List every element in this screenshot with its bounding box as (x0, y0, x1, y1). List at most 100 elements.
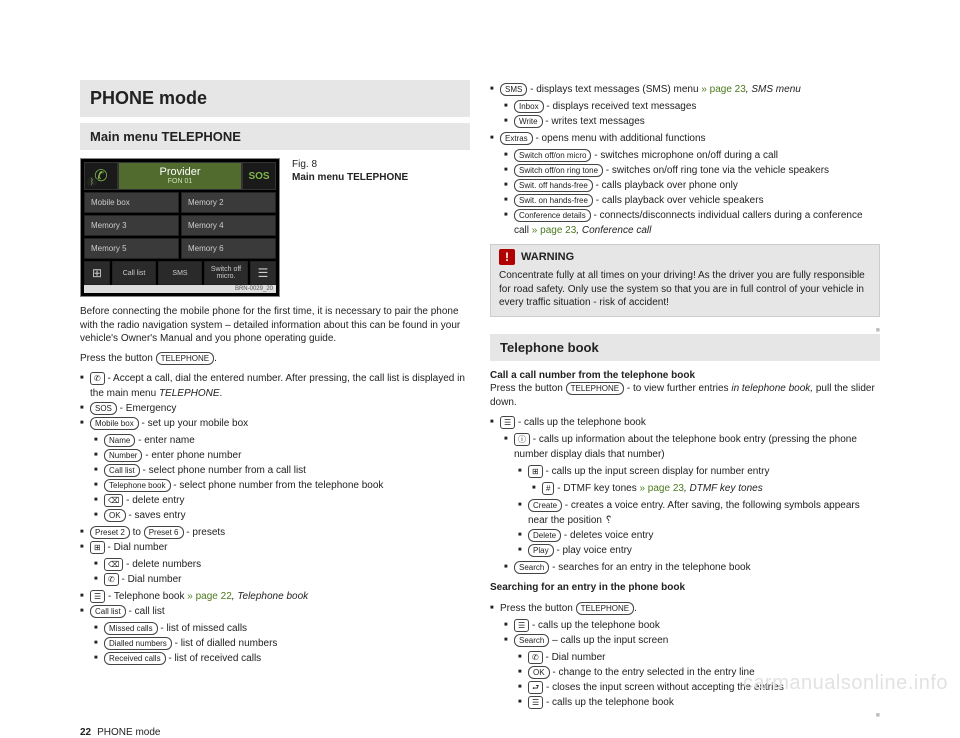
right-column: SMS - displays text messages (SMS) menu … (490, 80, 880, 719)
sos-cell: SOS (242, 162, 276, 190)
li-tb2: ⓘ - calls up information about the telep… (504, 432, 880, 558)
li-s2: ☰ - calls up the telephone book (504, 618, 880, 633)
key-telephone2: TELEPHONE (566, 382, 624, 395)
key-deleteV: Delete (528, 529, 561, 542)
bottom-calllist: Call list (112, 261, 156, 285)
key-swmicro: Switch off/on micro (514, 149, 591, 162)
key-extras: Extras (500, 132, 533, 145)
li-dial: ⊞ - Dial number ⌫ - delete numbers ✆ - D… (80, 540, 470, 587)
left-list: ✆ - Accept a call, dial the entered numb… (80, 371, 470, 666)
li-mobilebox: Mobile box - set up your mobile box Name… (80, 416, 470, 523)
li-presets: Preset 2 to Preset 6 - presets (80, 525, 470, 540)
section-end-mark: ■ (876, 327, 880, 334)
warning-title: WARNING (521, 251, 574, 263)
li-telbook: Telephone book - select phone number fro… (94, 478, 470, 493)
book-icon: ☰ (514, 619, 529, 632)
call-h: Call a call number from the telephone bo… (490, 370, 695, 381)
tb-list: ☰ - calls up the telephone book ⓘ - call… (490, 415, 880, 575)
li-s4: ✆ - Dial number (518, 650, 880, 665)
bottom-switch: Switch off micro. (204, 261, 248, 285)
keypad-icon: ⊞ (528, 465, 543, 478)
key-create: Create (528, 499, 562, 512)
key-search2: Search (514, 634, 549, 647)
li-tb3: ⊞ - calls up the input screen display fo… (518, 464, 880, 496)
li-conf: Conference details - connects/disconnect… (504, 208, 880, 238)
key-telbook: Telephone book (104, 479, 171, 492)
device-screenshot: ✆ ᛒ Provider FON 01 SOS Mobile box Memor… (80, 158, 280, 297)
mem-cell: Memory 5 (84, 238, 179, 259)
info-icon: ⓘ (514, 433, 530, 446)
page-title: PHONE mode (80, 80, 470, 117)
li-extras: Extras - opens menu with additional func… (490, 131, 880, 238)
provider-cell: Provider FON 01 (118, 162, 242, 190)
section-telephone-book: Telephone book (490, 334, 880, 361)
key-calllist: Call list (104, 464, 140, 477)
right-list-top: SMS - displays text messages (SMS) menu … (490, 82, 880, 238)
li-inbox: Inbox - displays received text messages (504, 99, 880, 114)
li-received: Received calls - list of received calls (94, 651, 470, 666)
key-play: Play (528, 544, 554, 557)
li-tb6: Delete - deletes voice entry (518, 528, 880, 543)
key-telephone: TELEPHONE (156, 352, 214, 365)
key-received: Received calls (104, 652, 166, 665)
delete-icon: ⌫ (104, 494, 123, 507)
figure-block: ✆ ᛒ Provider FON 01 SOS Mobile box Memor… (80, 158, 470, 297)
device-code: BRN-0029_20 (84, 285, 276, 293)
key-inbox: Inbox (514, 100, 544, 113)
figure-caption: Fig. 8 Main menu TELEPHONE (292, 158, 408, 184)
li-name: Name - enter name (94, 433, 470, 448)
key-mobilebox: Mobile box (90, 417, 139, 430)
key-swring: Switch off/on ring tone (514, 164, 603, 177)
page-footer: 22PHONE mode (80, 719, 880, 738)
li-number: Number - enter phone number (94, 448, 470, 463)
handset-icon: ✆ (104, 573, 119, 586)
bluetooth-icon: ᛒ (87, 177, 97, 187)
key-sos: SOS (90, 402, 117, 415)
li-tb4: # - DTMF key tones » page 23, DTMF key t… (532, 481, 880, 496)
li-accept: ✆ - Accept a call, dial the entered numb… (80, 371, 470, 401)
li-calllist: Call list - select phone number from a c… (94, 463, 470, 478)
delete-icon: ⌫ (104, 558, 123, 571)
press-text: Press the button (80, 353, 156, 364)
watermark: carmanualsonline.info (743, 672, 948, 695)
key-preset2: Preset 2 (90, 526, 130, 539)
li-missed: Missed calls - list of missed calls (94, 621, 470, 636)
li-sms: SMS - displays text messages (SMS) menu … (490, 82, 880, 129)
li-tb8: Search - searches for an entry in the te… (504, 560, 880, 575)
left-column: PHONE mode Main menu TELEPHONE ✆ ᛒ Provi… (80, 80, 470, 668)
warning-body: Concentrate fully at all times on your d… (491, 269, 879, 316)
key-ok2: OK (528, 666, 550, 679)
handset-icon: ✆ (90, 372, 105, 385)
li-delete: ⌫ - delete entry (94, 493, 470, 508)
key-swonhf: Swit. on hands-free (514, 194, 593, 207)
fig-number: Fig. 8 (292, 158, 408, 171)
book-icon: ☰ (528, 696, 543, 709)
key-sms: SMS (500, 83, 527, 96)
key-swoffhf: Swit. off hands-free (514, 179, 593, 192)
li-deln: ⌫ - delete numbers (94, 557, 470, 572)
section-main-menu: Main menu TELEPHONE (80, 123, 470, 150)
footer-label: PHONE mode (97, 727, 160, 738)
li-hfon: Swit. on hands-free - calls playback ove… (504, 193, 880, 208)
li-micro: Switch off/on micro - switches microphon… (504, 148, 880, 163)
warning-icon: ! (499, 249, 515, 265)
mem-cell: Memory 2 (181, 192, 276, 213)
book-icon: ☰ (90, 590, 105, 603)
provider-label: Provider (119, 167, 241, 178)
key-confd: Conference details (514, 209, 591, 222)
warning-header: ! WARNING (491, 245, 879, 269)
keypad-icon: ⊞ (84, 261, 110, 285)
section-end-mark: ■ (876, 712, 880, 719)
mem-cell: Memory 3 (84, 215, 179, 236)
li-tb1: ☰ - calls up the telephone book ⓘ - call… (490, 415, 880, 575)
book-icon: ☰ (500, 416, 515, 429)
key-name: Name (104, 434, 135, 447)
press-line: Press the button TELEPHONE. (80, 352, 470, 366)
dtmf-icon: # (542, 482, 554, 495)
bottom-sms: SMS (158, 261, 202, 285)
back-icon: ⮐ (528, 681, 543, 694)
phone-icon: ✆ ᛒ (84, 162, 118, 190)
key-telephone3: TELEPHONE (576, 602, 634, 615)
book-icon: ☰ (250, 261, 276, 285)
handset-icon: ✆ (528, 651, 543, 664)
